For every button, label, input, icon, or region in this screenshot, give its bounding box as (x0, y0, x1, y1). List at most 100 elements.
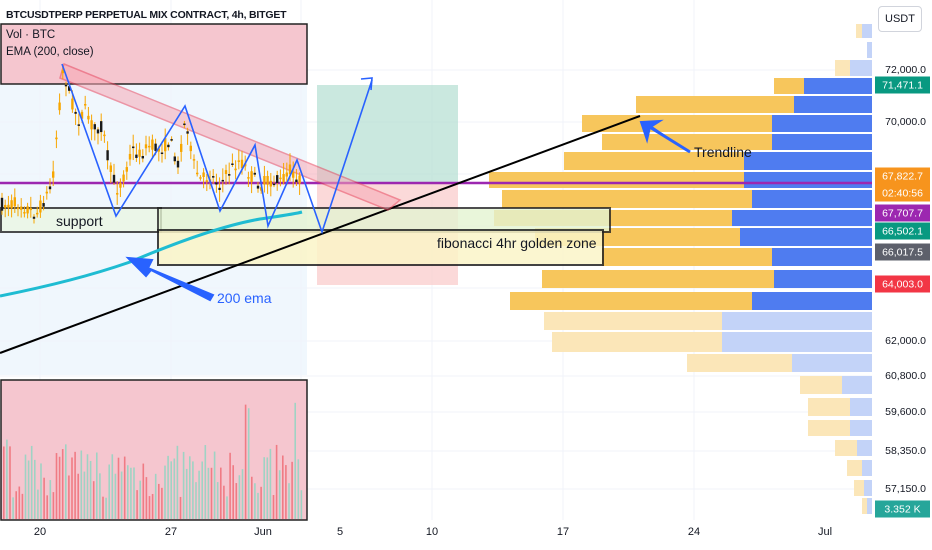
vp-bar-orange (687, 354, 792, 372)
symbol-title[interactable]: BTCUSDTPERP PERPETUAL MIX CONTRACT, 4h, … (6, 9, 287, 21)
volume-bar (254, 483, 256, 519)
candle-body (192, 159, 196, 161)
candle-body (215, 182, 218, 185)
volume-bar (77, 473, 79, 519)
candle-body (256, 185, 260, 189)
candle-body (58, 102, 61, 111)
ema-indicator-label[interactable]: EMA (200, close) (6, 46, 94, 58)
vp-bar-orange (602, 248, 772, 266)
volume-bar (71, 457, 73, 519)
candle-body (77, 124, 80, 126)
vp-bar-blue (772, 134, 872, 150)
candle-body (157, 148, 160, 152)
candle-body (80, 111, 84, 119)
vp-bar-blue (752, 190, 872, 208)
candle-body (253, 172, 256, 175)
candle-body (96, 129, 100, 134)
volume-bar (161, 487, 163, 519)
candle-body (196, 172, 199, 175)
volume-bar (61, 449, 64, 519)
vp-bar-blue (772, 248, 872, 266)
candle-body (112, 174, 116, 183)
currency-button[interactable]: USDT (878, 6, 922, 32)
volume-bar (92, 481, 95, 519)
price-tick-label: 58,350.0 (885, 445, 926, 457)
volume-bar (269, 448, 272, 519)
volume-bar (6, 439, 8, 519)
time-tick-label: 10 (425, 526, 439, 538)
volume-bar (27, 460, 30, 519)
price-badge: 3.352 K (875, 500, 930, 518)
volume-bar (216, 482, 219, 519)
candle-body (250, 171, 253, 182)
vp-bar-blue (722, 312, 872, 330)
volume-bar (226, 496, 228, 519)
volume-bar (275, 444, 278, 519)
candle-body (109, 165, 112, 172)
price-axis[interactable]: 72,000.0 70,000.0 62,000.0 60,800.0 59,600.0… (872, 0, 932, 550)
volume-bar (158, 483, 160, 519)
fib-inner-box (157, 207, 611, 233)
vp-bar-orange (636, 96, 794, 113)
candle-body (116, 193, 119, 195)
volume-bar (278, 470, 281, 519)
price-badge: 02:40:56 (875, 184, 930, 202)
candle-body (71, 98, 74, 110)
volume-bar (210, 467, 213, 519)
time-tick-label: 20 (33, 526, 47, 538)
volume-bar (170, 461, 172, 519)
volume-bar (195, 482, 197, 519)
volume-bar (198, 470, 200, 519)
price-badge: 67,822.7 (875, 167, 930, 185)
vp-bar-blue (857, 440, 872, 456)
volume-bar (105, 497, 107, 519)
volume-indicator-label[interactable]: Vol · BTC (6, 29, 56, 41)
candle-body (285, 172, 288, 177)
vp-bar-blue (792, 354, 872, 372)
candle-body (205, 180, 208, 182)
vp-bar-orange (835, 60, 850, 76)
vp-bar-orange (552, 332, 722, 352)
volume-bar (176, 445, 179, 519)
volume-bar (223, 485, 225, 519)
volume-bars (3, 402, 303, 519)
candle-body (199, 177, 202, 179)
ema-200-label: 200 ema (217, 290, 272, 306)
time-tick-label: 24 (687, 526, 701, 538)
vp-bar-blue (774, 270, 872, 288)
candle-body (176, 160, 180, 168)
vp-bar-blue (744, 172, 872, 188)
candle-body (231, 163, 234, 165)
price-tick-label: 60,800.0 (885, 370, 926, 382)
candle-body (186, 131, 189, 134)
volume-bar (111, 454, 114, 519)
blue-zigzag-projection (61, 63, 373, 235)
volume-bar (123, 456, 126, 519)
candle-body (7, 204, 10, 208)
volume-bar (133, 467, 135, 519)
volume-bar (127, 465, 129, 519)
vp-bar-blue (867, 498, 872, 514)
candle-body (183, 123, 186, 126)
price-tick-label: 59,600.0 (885, 406, 926, 418)
volume-bar (9, 446, 11, 519)
candle-body (0, 197, 4, 211)
candle-body (100, 121, 103, 133)
volume-bar (108, 464, 110, 519)
time-tick-label: 5 (336, 526, 344, 538)
volume-bar (130, 467, 132, 519)
price-tick-label: 62,000.0 (885, 335, 926, 347)
volume-bar (46, 495, 48, 519)
candle-body (52, 171, 55, 178)
volume-bar (294, 402, 296, 519)
volume-bar (99, 473, 101, 519)
volume-bar (232, 465, 234, 519)
candle-body (132, 146, 135, 149)
volume-bar (151, 493, 154, 519)
price-badge: 67,707.7 (875, 204, 930, 222)
volume-bar (300, 490, 303, 519)
candlesticks (0, 64, 301, 224)
volume-bar (136, 490, 138, 519)
